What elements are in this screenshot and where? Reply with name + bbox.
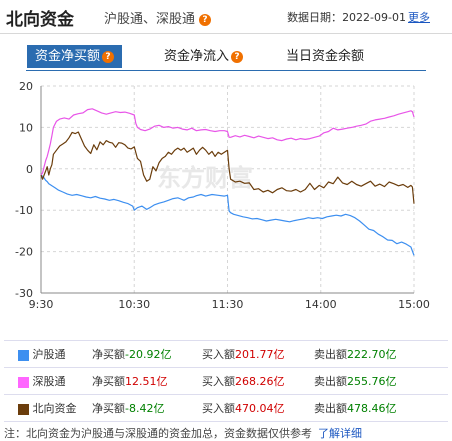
sell-label: 卖出额 (314, 375, 347, 388)
sell-value: 255.76亿 (347, 375, 397, 388)
intraday-flow-chart: 20 10 0 -10 -20 -309:30 10:30 11:30 14:00 15:00 东方… (15, 80, 430, 311)
tab-label: 当日资金余额 (286, 49, 365, 64)
x-tick-label: 9:30 (29, 298, 54, 311)
sell-value: 478.46亿 (347, 402, 397, 415)
tab-label: 资金净流入 (164, 49, 230, 64)
subtitle-text: 沪股通、深股通 (104, 12, 196, 27)
net-label: 净买额 (92, 348, 125, 361)
series-line-2 (40, 131, 415, 204)
tabs-underline (26, 70, 426, 71)
date-info: 数据日期：2022-09-01 更多 (287, 9, 430, 25)
x-tick-label: 15:00 (398, 298, 430, 311)
learn-more-link[interactable]: 了解详细 (318, 427, 362, 440)
net-value: -8.42亿 (125, 402, 165, 415)
x-tick-label: 14:00 (305, 298, 337, 311)
legend-series-name: 北向资金 (32, 402, 77, 415)
tab-net-inflow[interactable]: 资金净流入? (164, 45, 244, 68)
footer-note: 注：北向资金为沪股通与深股通的资金加总，资金数据仅供参考 了解详细 (4, 425, 362, 441)
more-link[interactable]: 更多 (408, 11, 430, 24)
y-tick-label: 20 (19, 80, 33, 93)
sell-label: 卖出额 (314, 348, 347, 361)
footer-text: 注：北向资金为沪股通与深股通的资金加总，资金数据仅供参考 (4, 427, 312, 440)
legend-row-sh: 沪股通 净买额-20.92亿 买入额201.77亿 卖出额222.70亿 (4, 340, 448, 368)
net-label: 净买额 (92, 375, 125, 388)
y-tick-label: 0 (26, 163, 33, 176)
buy-label: 买入额 (202, 402, 235, 415)
y-tick-label: -30 (15, 287, 33, 300)
buy-value: 470.04亿 (235, 402, 285, 415)
watermark-text: 东方财富 (157, 164, 253, 192)
buy-label: 买入额 (202, 348, 235, 361)
sell-value: 222.70亿 (347, 348, 397, 361)
buy-value: 268.26亿 (235, 375, 285, 388)
tab-bar: 资金净买额? 资金净流入? 当日资金余额 (0, 45, 452, 71)
header: 北向资金 沪股通、深股通? 数据日期：2022-09-01 更多 (0, 0, 452, 32)
help-icon[interactable]: ? (199, 13, 212, 26)
help-icon[interactable]: ? (231, 50, 244, 63)
net-value: -20.92亿 (125, 348, 172, 361)
buy-label: 买入额 (202, 375, 235, 388)
tab-daily-balance[interactable]: 当日资金余额 (286, 45, 364, 68)
net-label: 净买额 (92, 402, 125, 415)
legend-table: 沪股通 净买额-20.92亿 买入额201.77亿 卖出额222.70亿 深股通… (4, 340, 448, 422)
net-value: 12.51亿 (125, 375, 168, 388)
sell-label: 卖出额 (314, 402, 347, 415)
series-line-0 (40, 174, 415, 256)
y-tick-label: 10 (19, 121, 33, 134)
y-tick-label: -10 (15, 204, 33, 217)
tab-label: 资金净买额 (35, 49, 101, 64)
legend-series-name: 沪股通 (32, 348, 66, 361)
x-tick-label: 10:30 (118, 298, 150, 311)
legend-row-sz: 深股通 净买额12.51亿 买入额268.26亿 卖出额255.76亿 (4, 367, 448, 395)
series-line-1 (40, 108, 415, 176)
legend-swatch (18, 376, 29, 388)
help-icon[interactable]: ? (102, 50, 115, 63)
legend-row-north: 北向资金 净买额-8.42亿 买入额470.04亿 卖出额478.46亿 (4, 394, 448, 422)
tab-net-buy[interactable]: 资金净买额? (27, 45, 123, 68)
page-subtitle: 沪股通、深股通? (104, 8, 212, 27)
y-tick-label: -20 (15, 246, 33, 259)
date-label: 数据日期： (287, 11, 343, 24)
legend-series-name: 深股通 (32, 375, 66, 388)
legend-swatch (18, 349, 29, 361)
date-value: 2022-09-01 (342, 11, 406, 24)
page-title: 北向资金 (6, 10, 74, 30)
legend-swatch (18, 403, 29, 415)
header-divider (0, 33, 452, 34)
x-tick-label: 11:30 (212, 298, 244, 311)
buy-value: 201.77亿 (235, 348, 285, 361)
